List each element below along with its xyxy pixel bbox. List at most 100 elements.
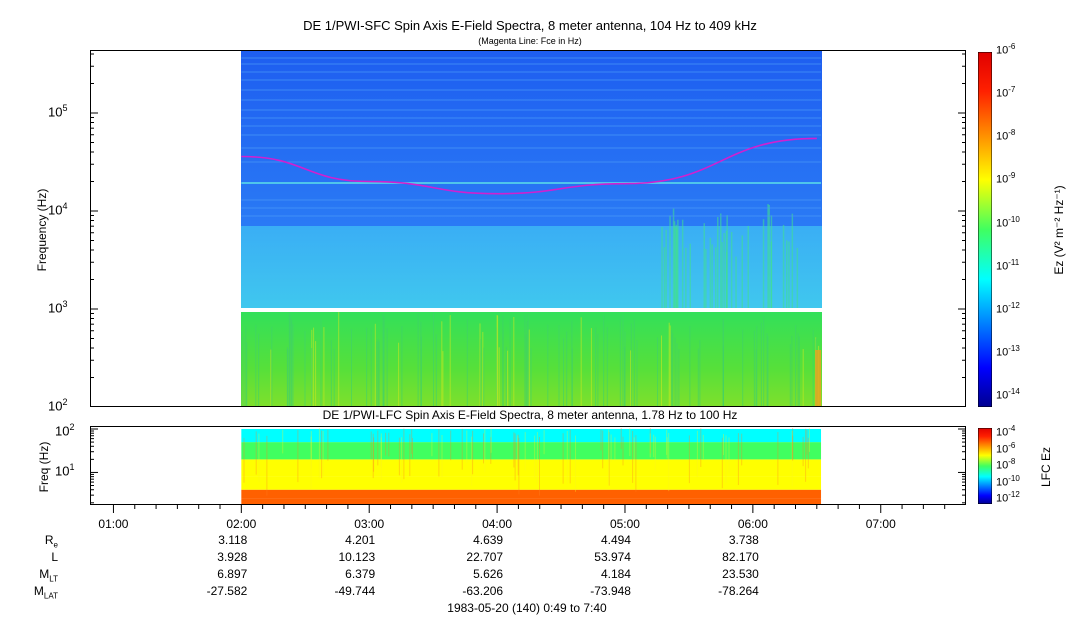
orbit-value: 22.707	[466, 550, 504, 564]
sfc-streak	[619, 317, 621, 407]
lfc-streak	[666, 429, 668, 455]
sfc-streak	[723, 233, 725, 308]
lfc-streak	[534, 435, 536, 479]
sfc-streak	[524, 314, 526, 407]
sfc-streak	[288, 312, 290, 407]
lfc-colorbar-label: LFC Ez	[1039, 447, 1053, 488]
sfc-streak	[697, 348, 699, 407]
lfc-streaks	[243, 428, 810, 496]
sfc-streak	[782, 224, 785, 308]
sfc-streak	[313, 327, 315, 407]
sfc-streak	[678, 349, 680, 407]
lfc-streak	[484, 429, 486, 473]
sfc-streak	[756, 325, 758, 407]
sfc-streak	[720, 213, 722, 308]
date-range-footer: 1983-05-20 (140) 0:49 to 7:40	[447, 601, 607, 615]
sfc-streak	[711, 244, 713, 308]
colorbar-tick-label: 10-12	[996, 490, 1020, 505]
sfc-streak	[566, 331, 568, 407]
lfc-streak	[380, 433, 382, 481]
sfc-streak	[766, 333, 768, 407]
sfc-horizontal-lines	[241, 57, 822, 217]
lfc-streak	[409, 434, 411, 476]
sfc-band-gap	[241, 308, 822, 312]
time-label: 01:00	[98, 517, 129, 531]
lfc-streak	[721, 437, 723, 489]
lfc-streak	[411, 429, 413, 454]
sfc-streak	[530, 348, 532, 407]
lfc-streak	[513, 432, 515, 468]
lfc-streak	[412, 438, 413, 459]
sfc-streak	[709, 237, 712, 308]
lfc-band	[241, 429, 822, 443]
time-label: 06:00	[737, 517, 768, 531]
lfc-streak	[243, 437, 245, 483]
time-label: 03:00	[354, 517, 385, 531]
lfc-streak	[461, 428, 463, 470]
sfc-streak	[676, 343, 678, 407]
sfc-streak	[717, 217, 719, 308]
lfc-streak	[728, 437, 730, 474]
sfc-ytick-1e4: 104	[48, 201, 68, 218]
lfc-streak	[471, 436, 473, 486]
lfc-streak	[649, 433, 651, 458]
lfc-streak	[403, 428, 405, 480]
colorbar-tick-label: 10-10	[996, 214, 1020, 230]
sfc-streak	[290, 318, 292, 407]
sfc-streak	[320, 318, 322, 407]
sfc-streak	[753, 330, 755, 407]
sfc-streak	[661, 335, 662, 407]
sfc-streak	[721, 242, 723, 308]
lfc-streak	[438, 429, 440, 477]
lfc-streak	[792, 435, 794, 460]
lfc-streak	[807, 437, 809, 469]
sfc-streak	[674, 337, 676, 407]
sfc-streak	[246, 342, 248, 407]
sfc-streak	[768, 205, 770, 308]
sfc-streak	[689, 243, 691, 308]
lfc-streak	[566, 431, 568, 484]
sfc-streak	[377, 338, 379, 407]
sfc-streak	[815, 350, 822, 407]
colorbar-tick-label: 10-11	[996, 257, 1020, 273]
lfc-streak	[668, 432, 670, 492]
sfc-streak	[370, 327, 372, 407]
lfc-streak	[562, 433, 564, 484]
sfc-streak	[595, 327, 597, 407]
sfc-streak	[507, 350, 509, 407]
sfc-streak	[480, 339, 482, 407]
sfc-streak	[669, 215, 671, 308]
sfc-streak	[742, 329, 744, 407]
sfc-streak	[663, 247, 666, 308]
lfc-streak	[608, 429, 610, 486]
lfc-ylabel: Freq (Hz)	[37, 441, 51, 493]
lfc-streak	[614, 437, 616, 461]
orbit-value: 53.974	[594, 550, 631, 564]
sfc-streak	[571, 348, 573, 407]
orbit-value: 5.626	[473, 567, 504, 581]
sfc-streak	[580, 317, 582, 407]
orbit-value: 4.184	[600, 567, 631, 581]
lfc-band	[241, 459, 822, 477]
lfc-ytick-1e1: 101	[55, 462, 75, 479]
lfc-spectrogram	[90, 426, 966, 505]
sfc-streak	[798, 336, 800, 407]
lfc-band	[241, 442, 822, 460]
lfc-streak	[569, 429, 571, 484]
lfc-colorbar	[978, 428, 992, 504]
orbit-value: 4.639	[473, 533, 504, 547]
sfc-streak	[435, 334, 437, 407]
sfc-ytick-1e5: 105	[48, 103, 68, 120]
lfc-streak	[806, 429, 808, 455]
sfc-streak	[674, 226, 676, 308]
orbit-value: -49.744	[334, 584, 376, 598]
lfc-streak	[802, 436, 804, 467]
sfc-streak	[685, 247, 687, 308]
lfc-streak	[543, 430, 545, 455]
lfc-streak	[388, 432, 390, 457]
sfc-streak	[622, 315, 624, 407]
lfc-streak	[622, 436, 624, 466]
sfc-streak	[763, 316, 765, 407]
sfc-title: DE 1/PWI-SFC Spin Axis E-Field Spectra, …	[303, 18, 757, 33]
lfc-streak	[653, 434, 655, 458]
